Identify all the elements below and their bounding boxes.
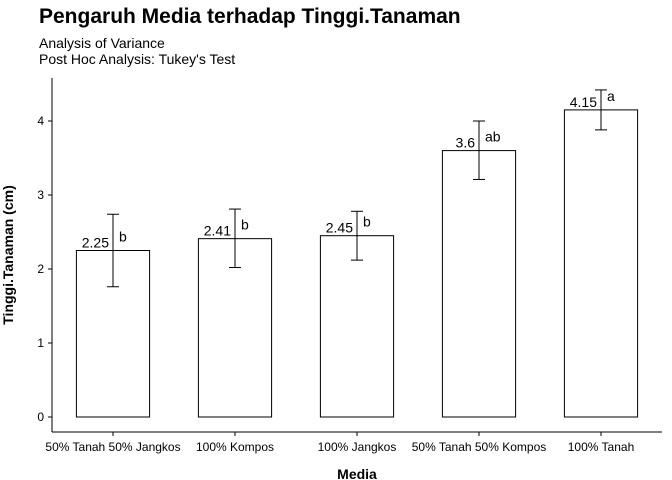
- x-axis-title: Media: [337, 466, 377, 480]
- data-label: 3.6: [456, 135, 476, 151]
- data-label: 4.15: [570, 94, 597, 110]
- y-tick-label: 4: [37, 114, 44, 128]
- x-tick-label: 100% Kompos: [196, 440, 274, 454]
- x-tick-label: 50% Tanah 50% Jangkos: [45, 440, 180, 454]
- y-tick-label: 0: [37, 410, 44, 424]
- chart-subtitle-line-2: Post Hoc Analysis: Tukey's Test: [39, 51, 236, 67]
- data-label: 2.25: [82, 235, 109, 251]
- y-tick-label: 2: [37, 262, 44, 276]
- group-letter-label: b: [119, 229, 127, 245]
- group-letter-label: ab: [485, 129, 501, 145]
- bar: [197, 238, 273, 418]
- group-letter-label: b: [363, 214, 371, 230]
- data-label: 2.45: [326, 220, 353, 236]
- chart-title: Pengaruh Media terhadap Tinggi.Tanaman: [39, 5, 461, 28]
- bar: [441, 150, 517, 418]
- x-tick-label: 100% Tanah: [568, 440, 635, 454]
- y-axis-title: Tinggi.Tanaman (cm): [0, 185, 16, 325]
- y-tick-label: 3: [37, 188, 44, 202]
- group-letter-label: a: [607, 88, 615, 104]
- bar: [563, 109, 639, 418]
- bar: [319, 235, 395, 418]
- x-tick-label: 50% Tanah 50% Kompos: [412, 440, 547, 454]
- group-letter-label: b: [241, 217, 249, 233]
- y-tick-label: 1: [37, 336, 44, 350]
- chart-subtitle-line-1: Analysis of Variance: [39, 35, 165, 51]
- data-label: 2.41: [204, 223, 231, 239]
- x-tick-label: 100% Jangkos: [318, 440, 397, 454]
